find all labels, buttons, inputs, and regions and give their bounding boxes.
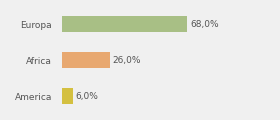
Bar [62, 52, 110, 68]
Bar [62, 16, 187, 32]
Text: 68,0%: 68,0% [190, 20, 219, 29]
Bar [62, 88, 73, 104]
Text: 6,0%: 6,0% [76, 92, 98, 101]
Text: 26,0%: 26,0% [112, 56, 141, 65]
